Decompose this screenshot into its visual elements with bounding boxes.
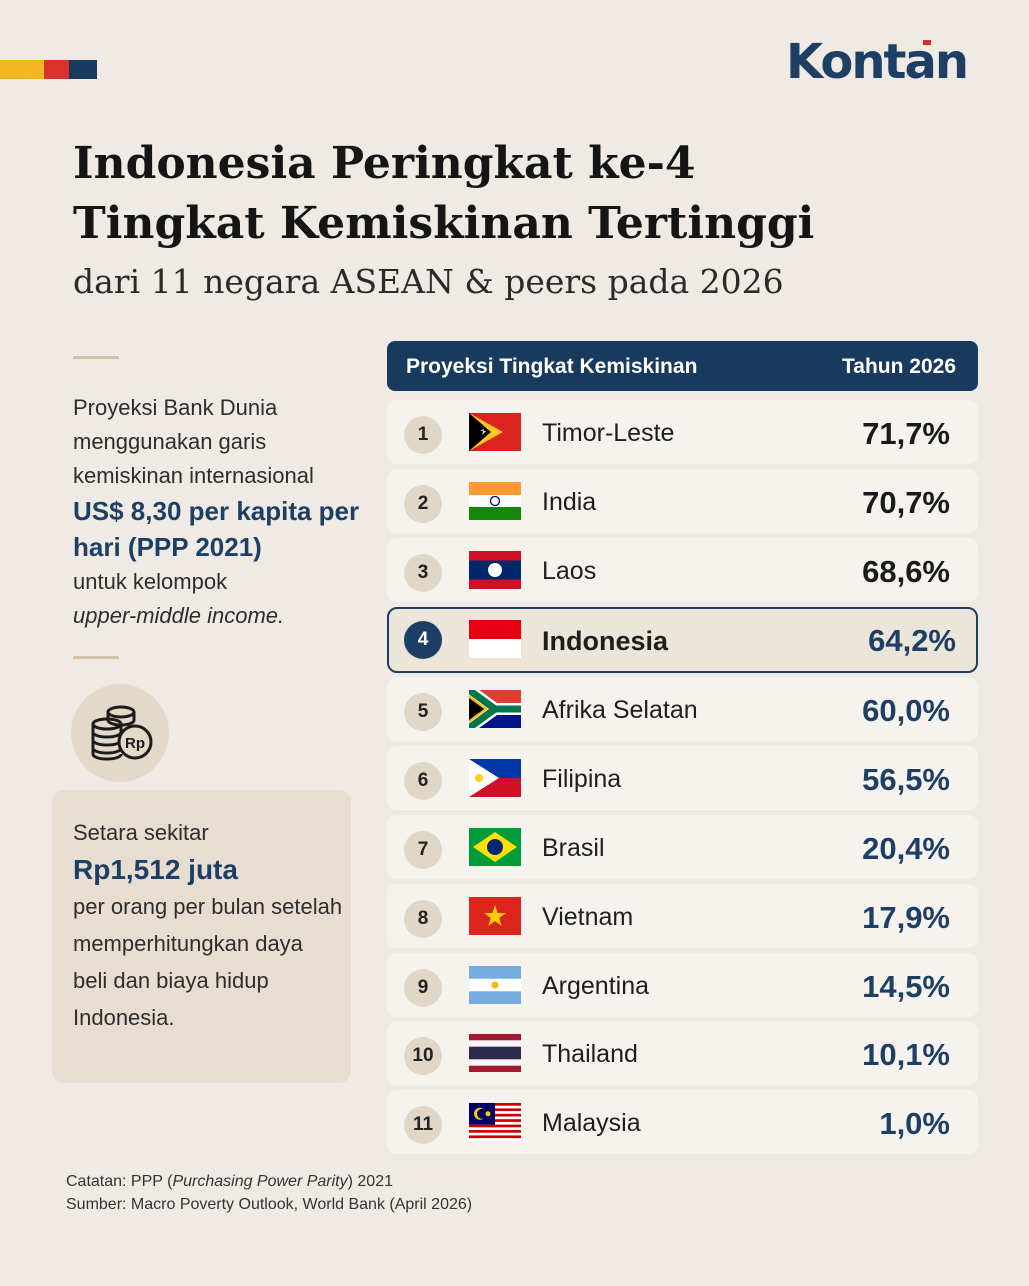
- country-name: Vietnam: [542, 903, 634, 931]
- poverty-rate: 10,1%: [862, 1037, 950, 1072]
- title-line-1: Indonesia Peringkat ke-4: [73, 138, 696, 189]
- table-row: 7 Brasil 20,4%: [387, 815, 978, 879]
- poverty-rate: 17,9%: [862, 900, 950, 935]
- country-name: Laos: [542, 557, 597, 585]
- rank-badge: 7: [404, 831, 442, 869]
- poverty-rate: 1,0%: [879, 1106, 950, 1141]
- philippines-flag-icon: [469, 759, 521, 797]
- rank-badge: 2: [404, 485, 442, 523]
- box-intro: Setara sekitar: [73, 820, 209, 845]
- title-line-2: Tingkat Kemiskinan Tertinggi: [73, 198, 815, 249]
- table-row: 5 Afrika Selatan 60,0%: [387, 677, 978, 741]
- table-row: 10 Thailand 10,1%: [387, 1021, 978, 1085]
- rank-badge: 9: [404, 969, 442, 1007]
- divider-bottom: [73, 656, 119, 659]
- poverty-rate: 60,0%: [862, 693, 950, 728]
- box-amount: Rp1,512 juta: [73, 854, 238, 885]
- poverty-rate: 70,7%: [862, 485, 950, 520]
- table-row: 8 Vietnam 17,9%: [387, 884, 978, 948]
- coins-rupiah-icon: Rp: [91, 705, 153, 761]
- brand-stripes: [0, 60, 97, 79]
- country-name: Argentina: [542, 972, 650, 1000]
- footnote-source: Sumber: Macro Poverty Outlook, World Ban…: [66, 1196, 473, 1213]
- stripe-yellow: [0, 60, 44, 79]
- country-name: India: [542, 488, 597, 516]
- south-africa-flag-icon: [469, 690, 521, 728]
- coin-icon-badge: Rp: [71, 684, 169, 782]
- poverty-rate: 68,6%: [862, 554, 950, 589]
- poverty-rate: 64,2%: [868, 623, 956, 658]
- description-text: Proyeksi Bank Dunia menggunakan garis ke…: [73, 395, 314, 488]
- rank-badge: 3: [404, 554, 442, 592]
- table-row: 3 Laos 68,6%: [387, 538, 978, 602]
- india-flag-icon: [469, 482, 521, 520]
- rank-badge: 1: [404, 416, 442, 454]
- poverty-rate: 56,5%: [862, 762, 950, 797]
- rank-badge: 10: [404, 1037, 442, 1075]
- kontan-logo: Kontan: [786, 34, 969, 90]
- rank-badge: 11: [404, 1106, 442, 1144]
- footnote-note: Catatan: PPP (Purchasing Power Parity) 2…: [66, 1173, 393, 1190]
- table-row-highlighted: 4 Indonesia 64,2%: [387, 607, 978, 673]
- equivalent-amount-box: Setara sekitar Rp1,512 juta per orang pe…: [52, 790, 351, 1083]
- rank-badge: 5: [404, 693, 442, 731]
- thailand-flag-icon: [469, 1034, 521, 1072]
- brazil-flag-icon: [469, 828, 521, 866]
- table-row: 1 Timor-Leste 71,7%: [387, 400, 978, 464]
- divider-top: [73, 356, 119, 359]
- malaysia-flag-icon: [469, 1103, 521, 1141]
- country-name: Afrika Selatan: [542, 696, 698, 724]
- table-row: 9 Argentina 14,5%: [387, 953, 978, 1017]
- country-name: Indonesia: [542, 626, 669, 656]
- country-name: Thailand: [542, 1040, 638, 1068]
- table-row: 2 India 70,7%: [387, 469, 978, 533]
- indonesia-flag-icon: [469, 620, 521, 658]
- poverty-rate: 14,5%: [862, 969, 950, 1004]
- country-name: Filipina: [542, 765, 622, 793]
- column-header-year: Tahun 2026: [842, 355, 956, 378]
- poverty-rate: 20,4%: [862, 831, 950, 866]
- stripe-navy: [69, 60, 97, 79]
- description-text-2: untuk kelompok: [73, 569, 228, 594]
- page-title: Indonesia Peringkat ke-4 Tingkat Kemiski…: [73, 134, 814, 254]
- column-header-label: Proyeksi Tingkat Kemiskinan: [406, 355, 698, 378]
- footnote: Catatan: PPP (Purchasing Power Parity) 2…: [66, 1170, 472, 1216]
- rank-badge: 4: [404, 621, 442, 659]
- country-name: Timor-Leste: [542, 419, 675, 447]
- laos-flag-icon: [469, 551, 521, 589]
- rank-badge: 8: [404, 900, 442, 938]
- poverty-line-value: US$ 8,30 per kapita per hari (PPP 2021): [73, 496, 360, 562]
- logo-accent-dot: [923, 40, 931, 45]
- table-row: 11 Malaysia 1,0%: [387, 1090, 978, 1154]
- country-name: Malaysia: [542, 1109, 641, 1137]
- timor-leste-flag-icon: [469, 413, 521, 451]
- rank-badge: 6: [404, 762, 442, 800]
- table-row: 6 Filipina 56,5%: [387, 746, 978, 810]
- page-subtitle: dari 11 negara ASEAN & peers pada 2026: [73, 262, 784, 301]
- coin-label: Rp: [125, 735, 145, 752]
- country-name: Brasil: [542, 834, 605, 862]
- argentina-flag-icon: [469, 966, 521, 1004]
- poverty-line-description: Proyeksi Bank Dunia menggunakan garis ke…: [73, 391, 363, 633]
- table-header: Proyeksi Tingkat Kemiskinan Tahun 2026: [387, 341, 978, 391]
- income-group: upper-middle income.: [73, 603, 285, 628]
- poverty-rate: 71,7%: [862, 416, 950, 451]
- box-description: per orang per bulan setelah memperhitung…: [73, 894, 343, 1030]
- stripe-red: [44, 60, 69, 79]
- vietnam-flag-icon: [469, 897, 521, 935]
